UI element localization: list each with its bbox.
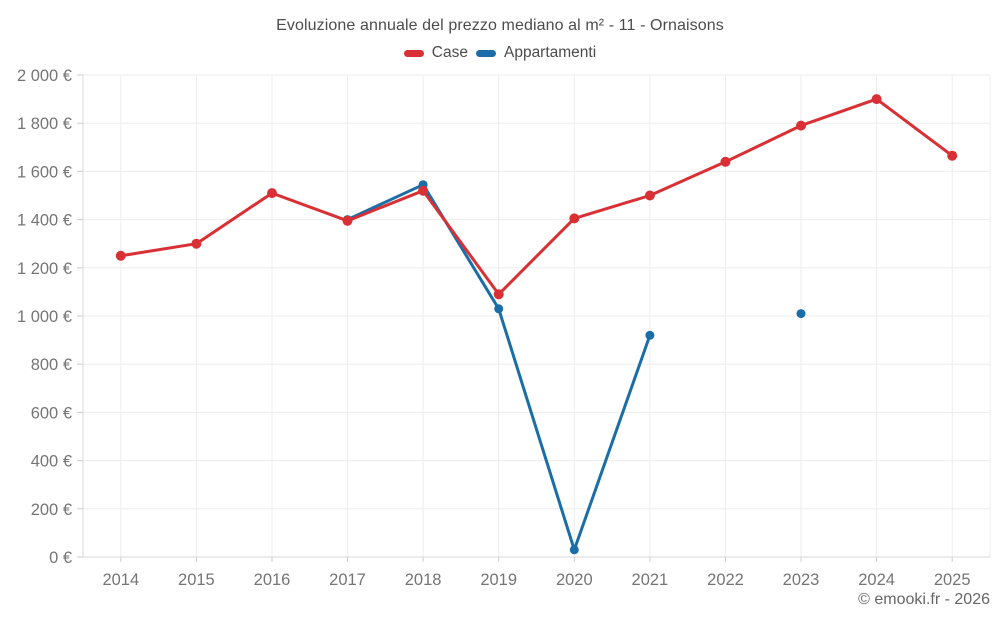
- data-point-case-2017[interactable]: [342, 215, 353, 226]
- data-point-case-2025[interactable]: [947, 150, 958, 161]
- data-point-case-2024[interactable]: [871, 94, 882, 105]
- y-axis-label: 0 €: [49, 549, 72, 567]
- copyright-text: © emooki.fr - 2026: [858, 591, 990, 608]
- y-axis-label: 1 800 €: [17, 115, 72, 133]
- x-axis-label: 2019: [480, 571, 517, 589]
- y-axis-label: 200 €: [31, 501, 72, 519]
- y-axis-label: 2 000 €: [17, 67, 72, 85]
- y-axis-label: 1 600 €: [17, 163, 72, 181]
- x-axis-label: 2017: [329, 571, 366, 589]
- legend-item-case[interactable]: Case: [403, 44, 468, 62]
- y-axis-label: 1 200 €: [17, 260, 72, 278]
- data-point-case-2018[interactable]: [418, 185, 429, 196]
- data-point-case-2023[interactable]: [796, 120, 806, 131]
- legend: Case Appartamenti: [0, 44, 1000, 62]
- data-point-appartamenti-2023[interactable]: [796, 309, 806, 319]
- x-axis-label: 2016: [254, 571, 291, 589]
- x-axis-label: 2025: [934, 571, 971, 589]
- data-point-case-2014[interactable]: [115, 250, 126, 261]
- x-axis-label: 2023: [783, 571, 820, 589]
- data-point-appartamenti-2019[interactable]: [494, 304, 504, 314]
- data-point-case-2020[interactable]: [569, 213, 580, 224]
- appartamenti-series-swatch-icon: [475, 49, 496, 57]
- x-axis-label: 2018: [405, 571, 442, 589]
- x-axis-label: 2015: [178, 571, 215, 589]
- x-axis-label: 2024: [858, 571, 895, 589]
- x-axis-label: 2022: [707, 571, 744, 589]
- y-axis-label: 600 €: [31, 404, 72, 422]
- x-axis-label: 2020: [556, 571, 593, 589]
- data-point-appartamenti-2020[interactable]: [569, 545, 579, 555]
- series-line-case: [119, 97, 954, 296]
- y-axis-label: 1 400 €: [17, 212, 72, 230]
- data-point-case-2019[interactable]: [493, 289, 504, 300]
- y-axis-label: 1 000 €: [17, 308, 72, 326]
- x-axis-label: 2021: [632, 571, 669, 589]
- x-axis-label: 2014: [102, 571, 139, 589]
- data-point-case-2015[interactable]: [191, 238, 202, 249]
- y-axis-label: 800 €: [31, 356, 72, 374]
- data-point-case-2016[interactable]: [267, 188, 277, 199]
- case-series-swatch-icon: [403, 49, 424, 57]
- legend-item-appartamenti[interactable]: Appartamenti: [475, 44, 597, 62]
- data-point-appartamenti-2021[interactable]: [645, 330, 655, 340]
- data-point-case-2022[interactable]: [720, 156, 731, 167]
- chart-title: Evoluzione annuale del prezzo mediano al…: [276, 17, 724, 34]
- y-axis-label: 400 €: [31, 453, 72, 471]
- data-point-case-2021[interactable]: [644, 190, 655, 201]
- legend-label-case: Case: [431, 44, 468, 61]
- legend-label-appartamenti: Appartamenti: [503, 44, 597, 61]
